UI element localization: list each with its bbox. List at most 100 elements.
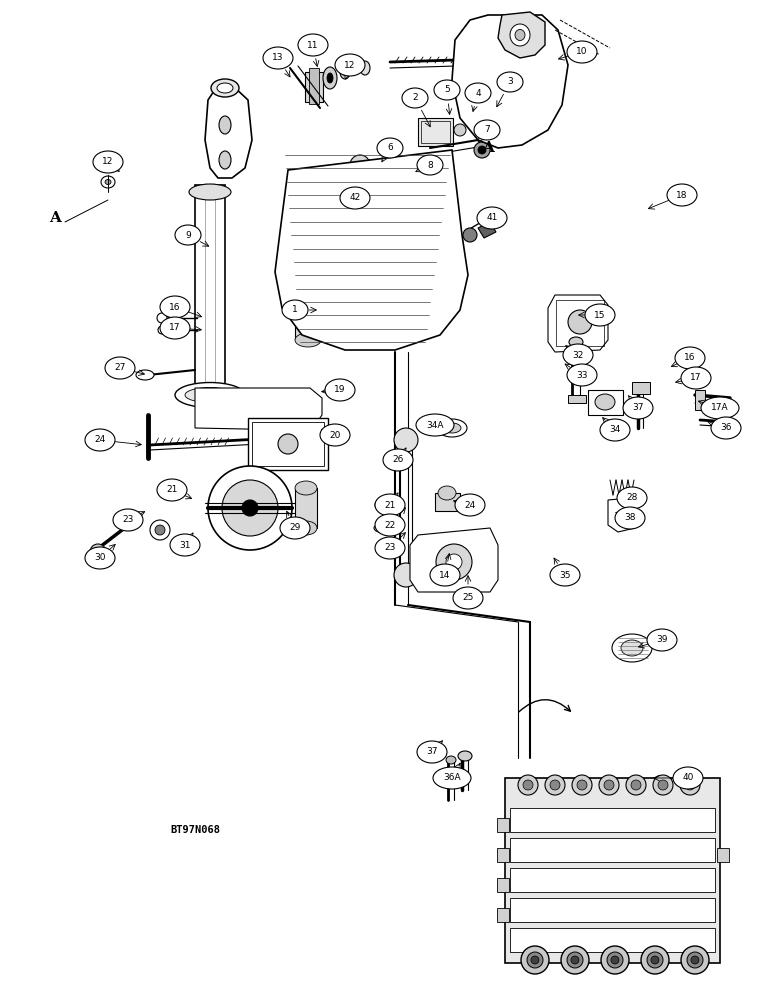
Ellipse shape [711,417,741,439]
Text: 37: 37 [632,403,644,412]
Text: 10: 10 [576,47,587,56]
Text: 19: 19 [334,385,346,394]
Text: 30: 30 [94,554,106,562]
Bar [309,68,319,104]
Ellipse shape [673,767,703,789]
Ellipse shape [453,587,483,609]
Circle shape [518,775,538,795]
Ellipse shape [211,79,239,97]
Text: 13: 13 [273,53,284,62]
Circle shape [604,780,614,790]
Ellipse shape [595,394,615,410]
Ellipse shape [477,207,507,229]
Ellipse shape [383,449,413,471]
Ellipse shape [437,419,467,437]
Ellipse shape [458,751,472,761]
Ellipse shape [701,397,739,419]
Ellipse shape [667,184,697,206]
Ellipse shape [217,83,233,93]
Circle shape [523,780,533,790]
Circle shape [401,158,429,186]
Polygon shape [305,192,365,305]
Ellipse shape [325,379,355,401]
Circle shape [463,228,477,242]
Ellipse shape [85,429,115,451]
Text: 5: 5 [444,86,450,95]
Text: 17: 17 [690,373,702,382]
Circle shape [394,563,418,587]
Circle shape [318,175,358,215]
Text: 15: 15 [594,310,606,320]
Bar [695,390,705,410]
Ellipse shape [175,225,201,245]
Text: 42: 42 [350,194,361,202]
Circle shape [394,428,418,452]
Ellipse shape [85,547,115,569]
Circle shape [651,956,659,964]
Ellipse shape [113,509,143,531]
Bar [505,778,720,963]
Bar [435,493,460,511]
Ellipse shape [105,180,111,184]
Circle shape [687,952,703,968]
Bar [717,848,729,862]
Circle shape [572,775,592,795]
Ellipse shape [474,120,500,140]
Circle shape [278,434,298,454]
Circle shape [680,775,700,795]
Text: BT97N068: BT97N068 [170,825,220,835]
Bar [168,313,180,323]
Ellipse shape [375,494,405,516]
Bar [195,185,225,395]
Circle shape [463,111,477,125]
Text: 33: 33 [576,370,587,379]
Circle shape [531,956,539,964]
Ellipse shape [298,34,328,56]
Bar [497,848,509,862]
Ellipse shape [550,564,580,586]
Circle shape [436,544,472,580]
Ellipse shape [175,382,245,408]
Ellipse shape [416,414,454,436]
Ellipse shape [320,424,350,446]
Circle shape [474,142,490,158]
Ellipse shape [433,767,471,789]
Ellipse shape [189,184,231,200]
Bar [588,390,623,415]
Ellipse shape [377,138,403,158]
Ellipse shape [379,526,391,530]
Ellipse shape [136,370,154,380]
Ellipse shape [375,498,395,512]
Circle shape [681,946,709,974]
Text: 41: 41 [486,214,498,223]
Bar [510,838,715,862]
Ellipse shape [675,347,705,369]
Text: 7: 7 [484,125,490,134]
Bar [510,808,715,832]
Text: A: A [49,211,61,225]
Text: 1: 1 [292,306,298,314]
Text: 36: 36 [720,424,732,432]
Ellipse shape [438,486,456,500]
Circle shape [577,780,587,790]
Text: 2: 2 [412,94,418,103]
Ellipse shape [360,61,370,75]
Text: 36A: 36A [443,774,461,782]
Circle shape [350,155,370,175]
Polygon shape [452,15,568,148]
Text: 38: 38 [625,514,636,522]
Text: 26: 26 [392,456,404,464]
Circle shape [158,326,166,334]
Ellipse shape [170,534,200,556]
Polygon shape [478,222,496,238]
Text: 11: 11 [307,40,319,49]
Text: 21: 21 [166,486,178,494]
Ellipse shape [343,68,347,76]
Ellipse shape [380,502,390,508]
Text: 21: 21 [384,500,396,510]
Bar [248,418,328,470]
Text: 6: 6 [387,143,393,152]
Circle shape [685,780,695,790]
Bar [510,898,715,922]
Ellipse shape [515,29,525,40]
